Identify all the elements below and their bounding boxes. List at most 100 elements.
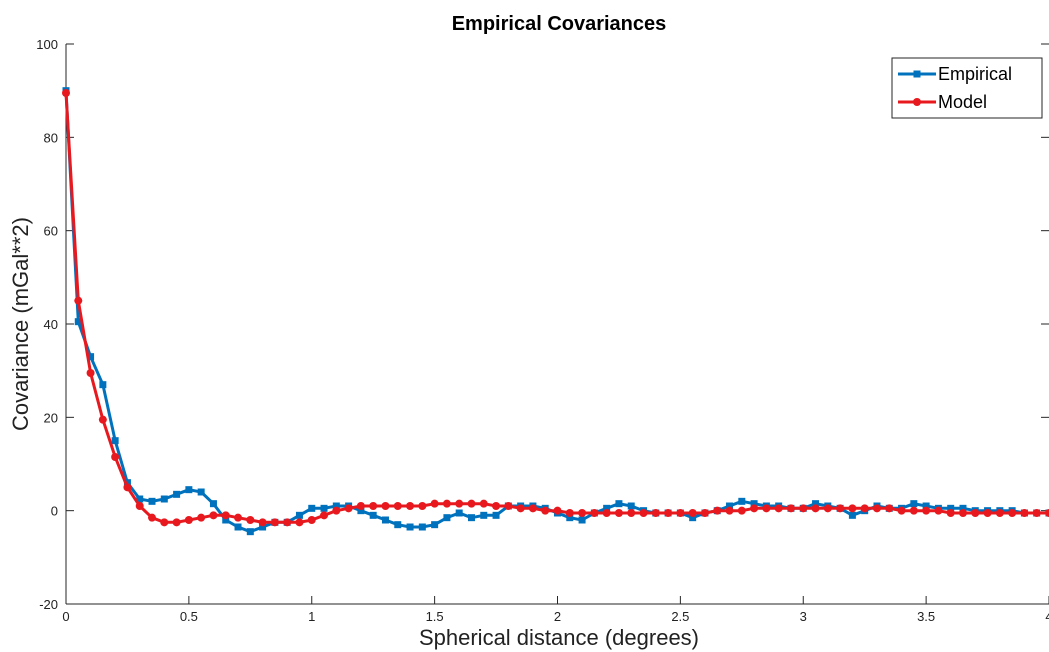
data-point [528,504,537,513]
axes: -20 0 20 40 60 80 100 0 0.5 1 1.5 2 2.5 3 3.5 4 [36,37,1049,624]
data-point [725,506,734,515]
data-point [799,504,808,513]
y-tick-label: -20 [39,597,58,612]
data-point [369,502,378,510]
data-point [418,523,426,531]
data-point [430,499,439,508]
y-tick-label: 60 [44,224,58,239]
data-point [393,502,402,510]
data-point [614,509,623,517]
data-point [504,502,513,510]
data-point [947,504,955,512]
data-point [762,504,771,513]
data-point [750,500,758,508]
data-point [811,504,820,513]
data-point [86,369,95,377]
data-point [442,499,451,508]
data-point [197,513,206,522]
data-point [492,502,501,510]
data-point [431,521,439,529]
x-tick-label: 0.5 [180,609,198,624]
data-point [823,504,832,513]
data-point [971,509,980,517]
data-point [578,509,587,517]
data-point [553,506,562,515]
data-point [356,502,365,510]
data-point [184,516,193,524]
data-point [369,511,377,519]
data-point [786,504,795,513]
data-point [455,499,464,508]
data-point [479,499,488,508]
data-point [566,514,574,522]
y-tick-label: 0 [51,504,58,519]
data-point [983,509,992,517]
data-point [700,509,709,517]
data-point [885,504,894,513]
data-point [737,506,746,515]
series-model [62,89,1049,527]
data-point [246,528,254,536]
data-point [332,506,341,515]
plot-area [66,44,1049,604]
data-point [958,509,967,517]
data-point [344,504,353,513]
data-point [455,509,463,517]
data-point [123,479,131,487]
data-point [541,506,550,515]
data-point [689,514,697,522]
data-point [836,504,845,513]
y-tick-label: 80 [44,130,58,145]
data-point [307,516,316,524]
legend-label: Model [938,92,987,112]
x-tick-label: 2 [554,609,561,624]
x-tick-label: 2.5 [671,609,689,624]
data-point [295,511,303,519]
data-point [222,516,230,524]
data-point [259,523,267,531]
y-axis-label: Covariance (mGal**2) [8,217,33,431]
data-point [726,502,734,510]
data-point [357,507,365,515]
data-point [258,518,267,527]
data-point [111,437,119,445]
data-point [1032,509,1041,517]
data-point [860,504,869,513]
data-point [443,514,451,522]
data-point [1020,509,1029,517]
data-point [676,509,685,517]
data-point [922,506,931,515]
data-point [173,490,181,498]
data-point [209,511,218,520]
data-point [418,502,427,510]
data-point [295,518,304,527]
data-point [995,509,1004,517]
data-point [848,504,857,513]
data-point [750,504,759,513]
data-point [897,506,906,515]
data-point [922,502,930,510]
data-point [234,523,242,531]
legend-marker [913,98,921,106]
x-tick-label: 4 [1045,609,1049,624]
data-point [774,504,783,513]
data-point [135,502,144,510]
x-tick-label: 3 [800,609,807,624]
data-point [320,511,329,520]
series-layer [62,87,1049,536]
data-point [688,509,697,517]
data-point [406,523,414,531]
legend-item: Empirical [898,64,1012,84]
data-point [467,514,475,522]
data-point [148,497,156,505]
x-tick-label: 1 [308,609,315,624]
data-point [221,511,230,520]
data-point [602,509,611,517]
data-point [848,511,856,519]
data-point [394,521,402,529]
data-point [909,506,918,515]
data-point [627,509,636,517]
data-point [123,483,132,492]
data-point [332,502,340,510]
